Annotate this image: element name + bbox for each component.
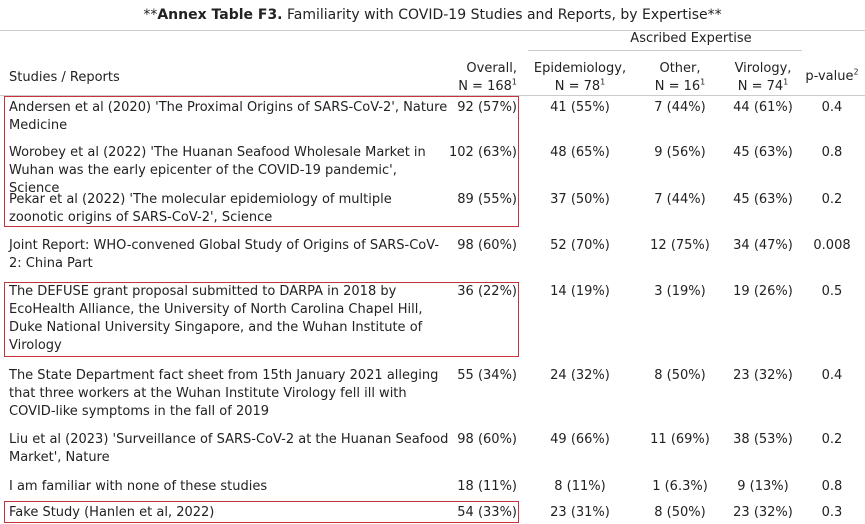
cell-epidemiology: 48 (65%) [550, 145, 610, 160]
header-studies: Studies / Reports [9, 70, 120, 85]
cell-virology: 45 (63%) [733, 145, 793, 160]
cell-pvalue: 0.4 [821, 368, 843, 383]
cell-pvalue: 0.3 [821, 505, 843, 520]
table-title-bold: Annex Table F3. [157, 7, 283, 23]
highlight-box-fake-study [4, 501, 519, 523]
cell-other: 1 (6.3%) [652, 479, 708, 494]
cell-pvalue: 0.5 [821, 284, 843, 299]
cell-pvalue: 0.008 [813, 238, 851, 253]
highlight-box-defuse [4, 282, 519, 357]
cell-other: 11 (69%) [650, 432, 710, 447]
row-label-none: I am familiar with none of these studies [9, 479, 268, 494]
cell-epidemiology: 52 (70%) [550, 238, 610, 253]
cell-overall: 102 (63%) [449, 145, 517, 160]
cell-epidemiology: 14 (19%) [550, 284, 610, 299]
cell-virology: 9 (13%) [737, 479, 789, 494]
cell-epidemiology: 41 (55%) [550, 100, 610, 115]
cell-virology: 45 (63%) [733, 192, 793, 207]
cell-overall: 36 (22%) [457, 284, 517, 299]
highlight-box-origin-studies [4, 96, 519, 227]
cell-pvalue: 0.2 [821, 192, 843, 207]
row-label-liu: Liu et al (2023) 'Surveillance of SARS-C… [9, 432, 449, 465]
header-other: Other, N = 161 [654, 61, 706, 94]
top-rule [0, 30, 865, 31]
cell-overall: 54 (33%) [457, 505, 517, 520]
cell-overall: 98 (60%) [457, 238, 517, 253]
row-label-worobey: Worobey et al (2022) 'The Huanan Seafood… [9, 145, 426, 196]
cell-virology: 23 (32%) [733, 368, 793, 383]
table-title: **Annex Table F3. Familiarity with COVID… [143, 7, 722, 23]
cell-other: 12 (75%) [650, 238, 710, 253]
cell-epidemiology: 23 (31%) [550, 505, 610, 520]
cell-pvalue: 0.2 [821, 432, 843, 447]
cell-virology: 44 (61%) [733, 100, 793, 115]
cell-epidemiology: 8 (11%) [554, 479, 606, 494]
cell-other: 7 (44%) [654, 100, 706, 115]
row-label-defuse: The DEFUSE grant proposal submitted to D… [9, 284, 423, 353]
cell-overall: 92 (57%) [457, 100, 517, 115]
header-overall: Overall, N = 1681 [458, 61, 517, 94]
row-label-pekar: Pekar et al (2022) 'The molecular epidem… [9, 192, 392, 225]
header-epidemiology: Epidemiology, N = 781 [533, 61, 627, 94]
cell-epidemiology: 24 (32%) [550, 368, 610, 383]
cell-overall: 18 (11%) [457, 479, 517, 494]
cell-pvalue: 0.8 [821, 145, 843, 160]
row-label-fake-study: Fake Study (Hanlen et al, 2022) [9, 505, 215, 520]
cell-virology: 23 (32%) [733, 505, 793, 520]
cell-other: 9 (56%) [654, 145, 706, 160]
row-label-andersen: Andersen et al (2020) 'The Proximal Orig… [9, 100, 448, 133]
cell-other: 8 (50%) [654, 368, 706, 383]
header-spanner: Ascribed Expertise [630, 31, 752, 46]
header-virology: Virology, N = 741 [734, 61, 792, 94]
cell-virology: 38 (53%) [733, 432, 793, 447]
cell-other: 7 (44%) [654, 192, 706, 207]
row-label-state-department: The State Department fact sheet from 15t… [9, 368, 439, 419]
row-label-who-report: Joint Report: WHO-convened Global Study … [9, 238, 440, 271]
cell-pvalue: 0.4 [821, 100, 843, 115]
header-rule [0, 95, 865, 96]
cell-overall: 55 (34%) [457, 368, 517, 383]
cell-other: 8 (50%) [654, 505, 706, 520]
header-pvalue: p-value2 [805, 67, 859, 84]
cell-overall: 89 (55%) [457, 192, 517, 207]
cell-pvalue: 0.8 [821, 479, 843, 494]
cell-virology: 19 (26%) [733, 284, 793, 299]
spanner-rule [528, 50, 802, 51]
cell-other: 3 (19%) [654, 284, 706, 299]
cell-epidemiology: 49 (66%) [550, 432, 610, 447]
cell-overall: 98 (60%) [457, 432, 517, 447]
cell-virology: 34 (47%) [733, 238, 793, 253]
cell-epidemiology: 37 (50%) [550, 192, 610, 207]
